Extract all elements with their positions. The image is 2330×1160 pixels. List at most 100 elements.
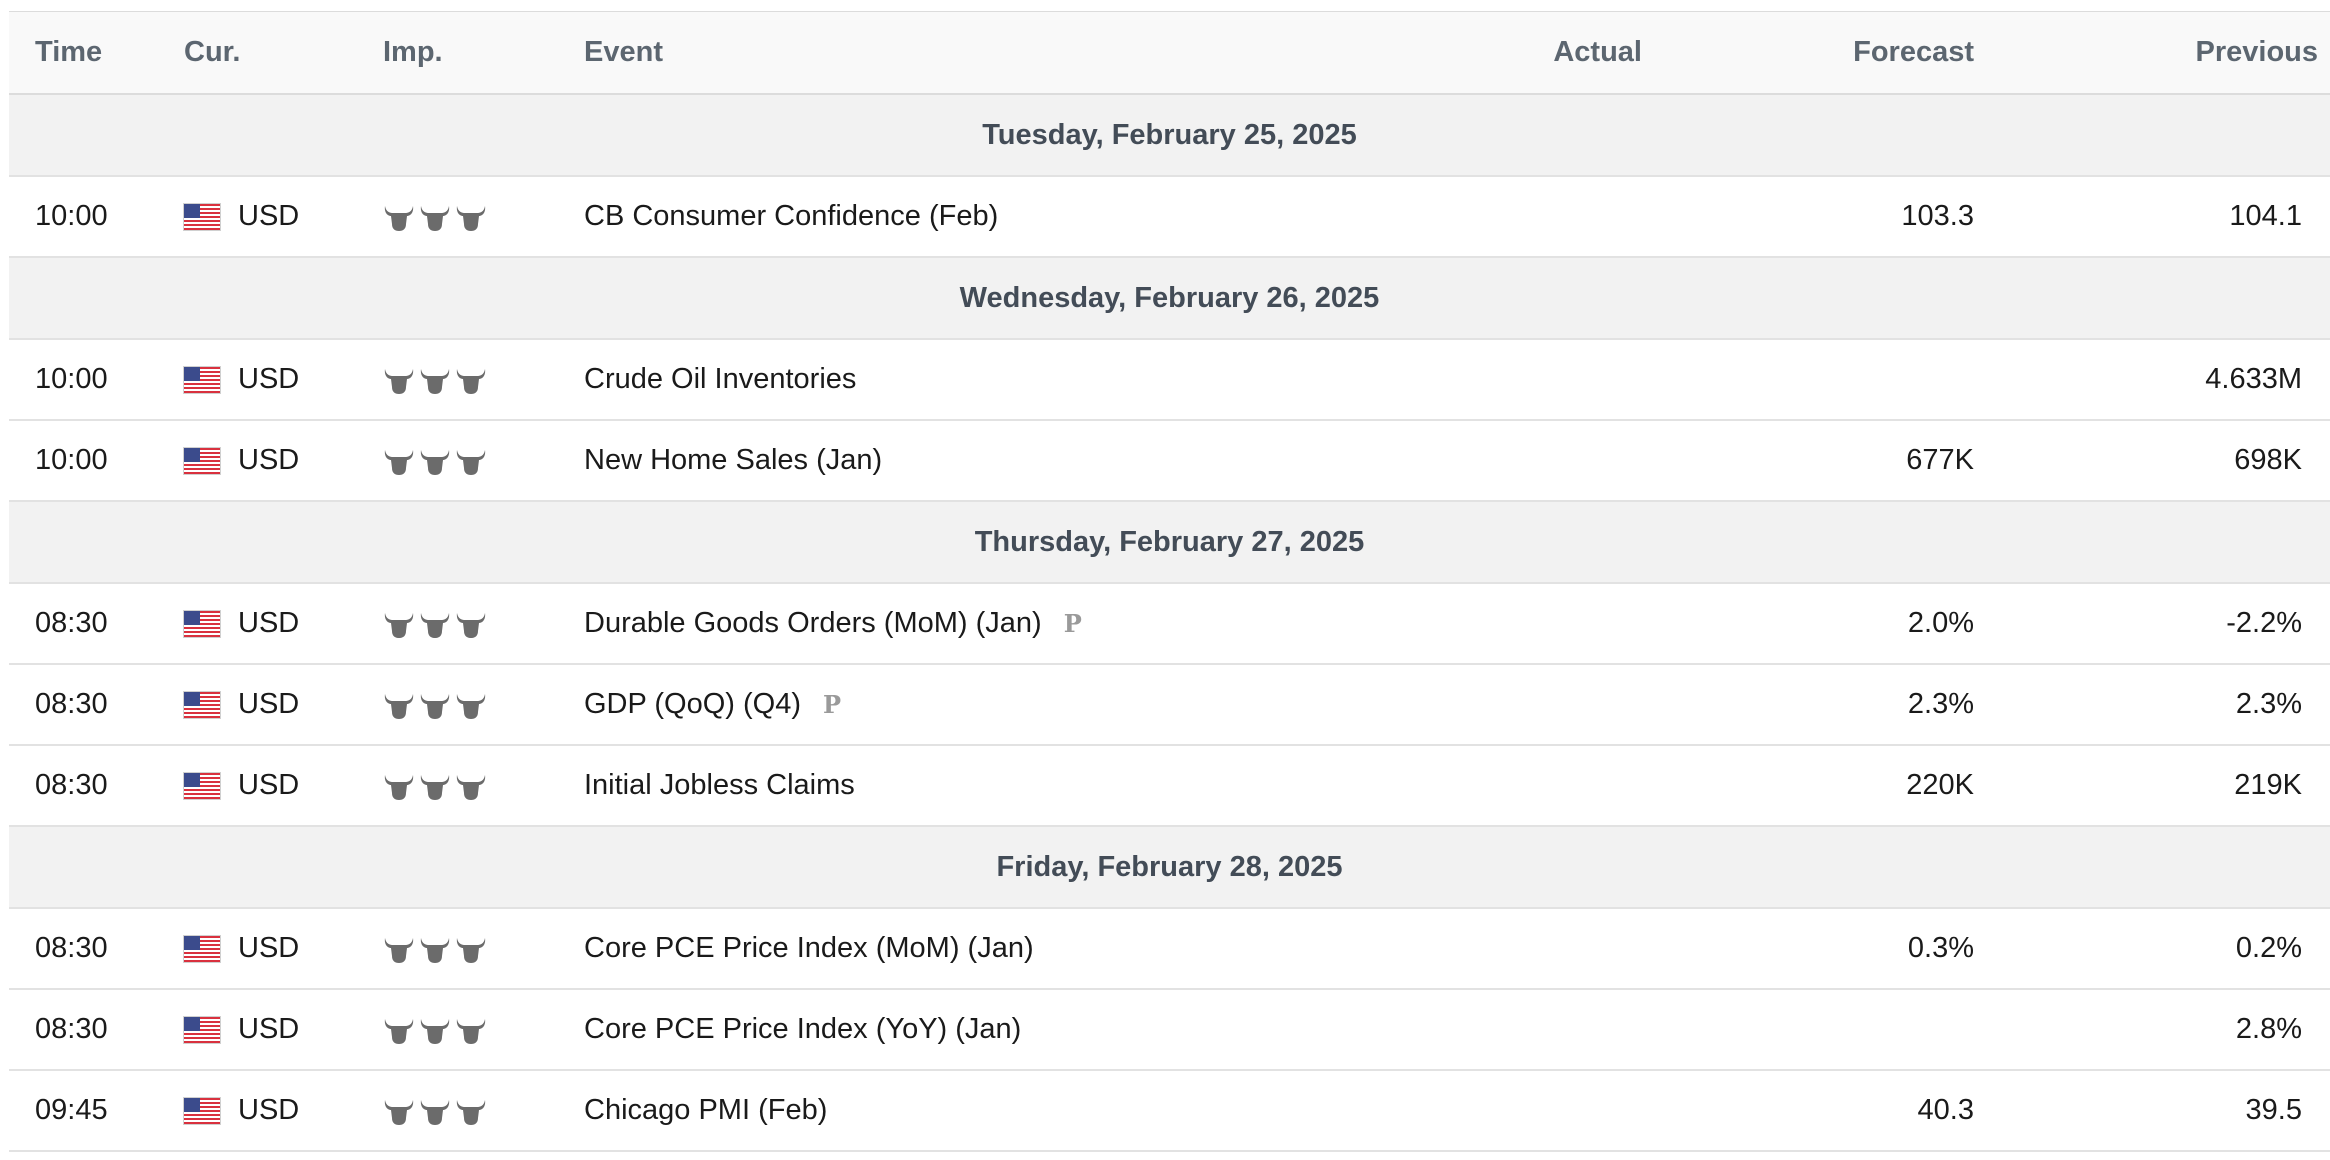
event-name-link[interactable]: New Home Sales (Jan) — [584, 444, 883, 476]
bull-icon — [419, 690, 451, 720]
event-forecast: 40.3 — [1917, 1094, 1974, 1126]
importance-rating — [383, 909, 487, 988]
event-previous: 104.1 — [2229, 200, 2302, 232]
event-time: 09:45 — [35, 1094, 108, 1126]
bull-icon — [383, 446, 415, 476]
us-flag-icon — [184, 1016, 220, 1043]
event-name-link[interactable]: Crude Oil Inventories — [584, 363, 857, 395]
bull-icon — [419, 202, 451, 232]
importance-rating — [383, 990, 487, 1069]
table-row[interactable]: 08:30 USD Initial Jobless Claims 220K 219K — [9, 746, 2330, 827]
event-name-cell: Initial Jobless Claims — [584, 746, 855, 825]
event-currency: USD — [184, 421, 299, 500]
event-time: 08:30 — [35, 688, 108, 720]
table-row[interactable]: 10:00 USD Crude Oil Inventories 4.633M — [9, 340, 2330, 421]
day-label: Tuesday, February 25, 2025 — [982, 118, 1357, 151]
bull-icon — [383, 771, 415, 801]
importance-rating — [383, 665, 487, 744]
table-row[interactable]: 08:30 USD Core PCE Price Index (MoM) (Jan)… — [9, 909, 2330, 990]
event-previous: 2.8% — [2235, 1013, 2302, 1045]
column-header-actual[interactable]: Actual — [1553, 36, 1642, 68]
currency-code: USD — [238, 1094, 300, 1126]
table-row[interactable]: 10:00 USD CB Consumer Confidence (Feb) 103.… — [9, 177, 2330, 258]
bull-icon — [419, 446, 451, 476]
bull-icon — [419, 771, 451, 801]
event-name-cell: GDP (QoQ) (Q4) P — [584, 665, 841, 744]
table-header: Time Cur. Imp. Event Actual Forecast Pre… — [9, 12, 2330, 95]
day-label: Wednesday, February 26, 2025 — [959, 281, 1380, 314]
currency-code: USD — [238, 769, 300, 801]
bull-icon — [383, 609, 415, 639]
bull-icon — [419, 1015, 451, 1045]
event-currency: USD — [184, 909, 299, 988]
bull-icon — [455, 1015, 487, 1045]
table-row[interactable]: 08:30 USD Durable Goods Orders (MoM) (Jan)… — [9, 584, 2330, 665]
event-name-link[interactable]: GDP (QoQ) (Q4) — [584, 688, 801, 720]
importance-rating — [383, 1071, 487, 1150]
event-currency: USD — [184, 1071, 299, 1150]
preliminary-icon: P — [823, 690, 842, 719]
bull-icon — [455, 365, 487, 395]
us-flag-icon — [184, 203, 220, 230]
event-time: 10:00 — [35, 200, 108, 232]
table-row[interactable]: 09:45 USD Chicago PMI (Feb) 40.3 39.5 — [9, 1071, 2330, 1152]
column-header-forecast[interactable]: Forecast — [1853, 36, 1974, 68]
us-flag-icon — [184, 447, 220, 474]
event-previous: -2.2% — [2226, 607, 2302, 639]
event-forecast: 677K — [1906, 444, 1974, 476]
event-name-link[interactable]: Chicago PMI (Feb) — [584, 1094, 828, 1126]
event-currency: USD — [184, 665, 299, 744]
column-header-previous[interactable]: Previous — [2195, 36, 2319, 68]
event-name-link[interactable]: Durable Goods Orders (MoM) (Jan) — [584, 607, 1042, 639]
table-body: Tuesday, February 25, 2025 10:00 USD CB Con… — [9, 95, 2330, 1152]
table-row[interactable]: 10:00 USD New Home Sales (Jan) 677K 698K — [9, 421, 2330, 502]
currency-code: USD — [238, 607, 300, 639]
table-row[interactable]: 08:30 USD GDP (QoQ) (Q4) P 2.3% 2.3% — [9, 665, 2330, 746]
event-name-link[interactable]: CB Consumer Confidence (Feb) — [584, 200, 999, 232]
event-previous: 0.2% — [2235, 932, 2302, 964]
importance-rating — [383, 340, 487, 419]
event-forecast: 2.0% — [1907, 607, 1974, 639]
bull-icon — [383, 934, 415, 964]
event-currency: USD — [184, 990, 299, 1069]
currency-code: USD — [238, 1013, 300, 1045]
event-previous: 219K — [2234, 769, 2302, 801]
us-flag-icon — [184, 772, 220, 799]
bull-icon — [455, 934, 487, 964]
currency-code: USD — [238, 932, 300, 964]
bull-icon — [383, 1015, 415, 1045]
preliminary-icon: P — [1063, 609, 1082, 638]
event-name-cell: Durable Goods Orders (MoM) (Jan) P — [584, 584, 1082, 663]
currency-code: USD — [238, 363, 300, 395]
event-forecast: 103.3 — [1901, 200, 1974, 232]
column-header-importance[interactable]: Imp. — [383, 36, 443, 68]
table-row[interactable]: 08:30 USD Core PCE Price Index (YoY) (Jan)… — [9, 990, 2330, 1071]
event-name-link[interactable]: Initial Jobless Claims — [584, 769, 855, 801]
us-flag-icon — [184, 610, 220, 637]
currency-code: USD — [238, 444, 300, 476]
event-previous: 698K — [2234, 444, 2302, 476]
day-header-row: Thursday, February 27, 2025 — [9, 502, 2330, 584]
event-currency: USD — [184, 746, 299, 825]
bull-icon — [455, 1096, 487, 1126]
event-name-cell: Chicago PMI (Feb) — [584, 1071, 827, 1150]
bull-icon — [419, 934, 451, 964]
column-header-event[interactable]: Event — [584, 36, 663, 68]
day-header-row: Tuesday, February 25, 2025 — [9, 95, 2330, 177]
event-currency: USD — [184, 340, 299, 419]
bull-icon — [383, 365, 415, 395]
event-name-link[interactable]: Core PCE Price Index (YoY) (Jan) — [584, 1013, 1022, 1045]
event-name-link[interactable]: Core PCE Price Index (MoM) (Jan) — [584, 932, 1034, 964]
event-forecast: 0.3% — [1907, 932, 1974, 964]
event-previous: 4.633M — [2205, 363, 2302, 395]
event-name-cell: CB Consumer Confidence (Feb) — [584, 177, 998, 256]
day-header-row: Friday, February 28, 2025 — [9, 827, 2330, 909]
event-time: 10:00 — [35, 444, 108, 476]
column-header-time[interactable]: Time — [35, 36, 103, 68]
importance-rating — [383, 177, 487, 256]
bull-icon — [383, 690, 415, 720]
event-name-cell: Core PCE Price Index (YoY) (Jan) — [584, 990, 1021, 1069]
event-time: 08:30 — [35, 932, 108, 964]
economic-calendar-table: Time Cur. Imp. Event Actual Forecast Pre… — [9, 11, 2330, 1152]
column-header-currency[interactable]: Cur. — [184, 36, 241, 68]
